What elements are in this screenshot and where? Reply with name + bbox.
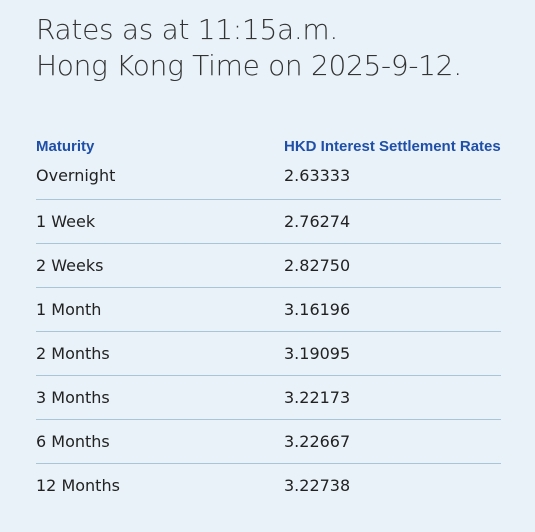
table-row: 12 Months 3.22738: [36, 463, 501, 507]
rate-cell: 3.19095: [284, 331, 501, 376]
rates-heading-date: Hong Kong Time on 2025-9-12.: [36, 49, 462, 82]
table-row: 6 Months 3.22667: [36, 419, 501, 464]
rate-cell: 3.16196: [284, 287, 501, 332]
maturity-cell: 12 Months: [36, 475, 120, 495]
rate-cell: 3.22173: [284, 375, 501, 420]
table-row: 2 Months 3.19095: [36, 331, 501, 376]
table-row: Overnight 2.63333: [36, 159, 501, 200]
maturity-cell: 2 Weeks: [36, 243, 284, 288]
rate-cell: 3.22667: [284, 419, 501, 464]
maturity-cell: Overnight: [36, 159, 284, 200]
rates-table: Maturity HKD Interest Settlement Rates O…: [36, 133, 501, 507]
table-row: 2 Weeks 2.82750: [36, 243, 501, 288]
maturity-cell: 3 Months: [36, 375, 284, 420]
table-header-row: Maturity HKD Interest Settlement Rates: [36, 133, 501, 159]
table-row: 3 Months 3.22173: [36, 375, 501, 420]
rate-cell: 2.82750: [284, 243, 501, 288]
maturity-cell: 1 Week: [36, 199, 284, 244]
rate-column-header: HKD Interest Settlement Rates: [284, 137, 501, 155]
table-row: 1 Week 2.76274: [36, 199, 501, 244]
maturity-cell: 2 Months: [36, 331, 284, 376]
rates-heading: Rates as at 11:15a.m. Hong Kong Time on …: [36, 12, 535, 84]
table-row: 1 Month 3.16196: [36, 287, 501, 332]
rate-cell: 2.63333: [284, 159, 501, 200]
rate-cell: 3.22738: [284, 475, 351, 495]
rates-heading-time: Rates as at 11:15a.m.: [36, 13, 339, 46]
maturity-column-header: Maturity: [36, 137, 95, 155]
rate-cell: 2.76274: [284, 199, 501, 244]
maturity-cell: 6 Months: [36, 419, 284, 464]
maturity-cell: 1 Month: [36, 287, 284, 332]
